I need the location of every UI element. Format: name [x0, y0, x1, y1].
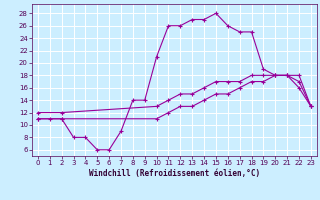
X-axis label: Windchill (Refroidissement éolien,°C): Windchill (Refroidissement éolien,°C): [89, 169, 260, 178]
